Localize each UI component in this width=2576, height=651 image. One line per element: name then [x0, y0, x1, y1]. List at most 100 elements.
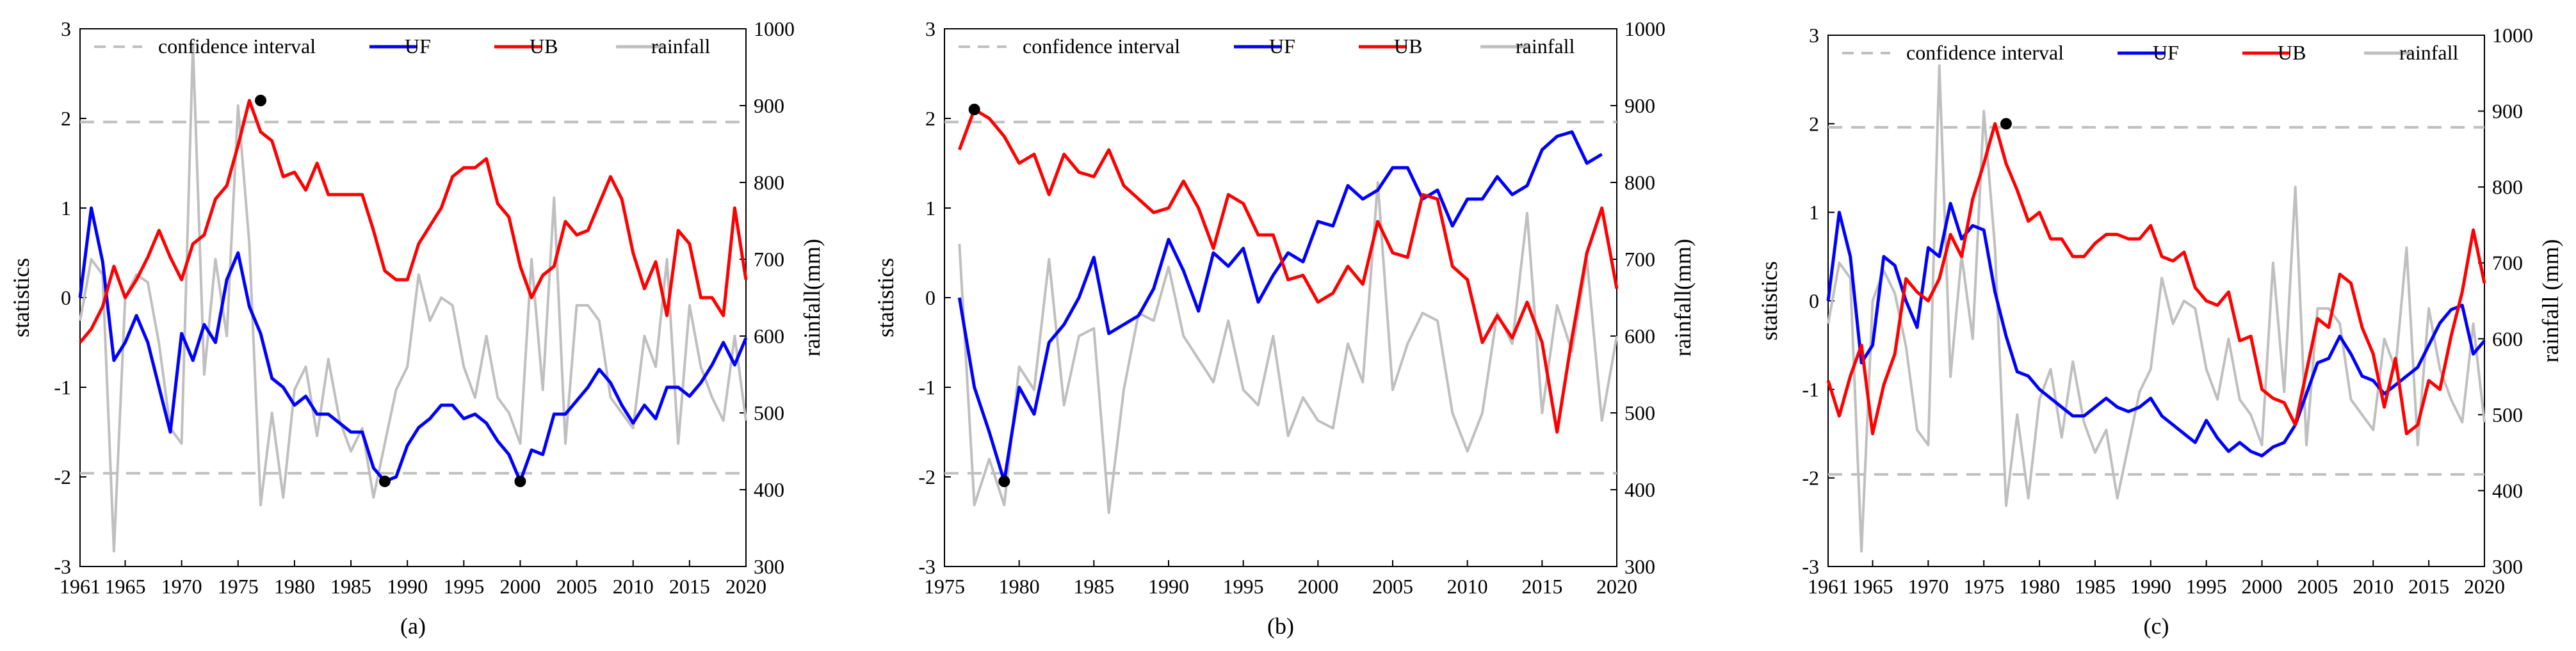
- y2-tick-label: 400: [754, 478, 784, 501]
- y-tick-label: 0: [925, 286, 936, 309]
- x-tick-label: 1990: [2130, 575, 2171, 598]
- y2-tick-label: 1000: [1624, 17, 1665, 40]
- y-tick-label: -2: [1802, 467, 1819, 490]
- x-tick-label: 2010: [1447, 575, 1488, 598]
- y2-tick-label: 400: [1624, 478, 1655, 501]
- chart-c: 1961 1965 1970 1975 1980 1985 1990 1995 2000 2005…: [1756, 24, 2563, 639]
- y-tick-label: 3: [925, 17, 936, 40]
- y2-tick-label: 500: [754, 401, 784, 424]
- y2-tick-label: 500: [2492, 403, 2523, 426]
- legend-label-ub: UB: [1394, 35, 1422, 58]
- x-tick-label: 2020: [725, 575, 766, 598]
- x-tick-label: 2015: [2408, 575, 2449, 598]
- x-tick-label: 1990: [387, 575, 428, 598]
- panel-label: (b): [1267, 613, 1294, 639]
- x-tick-label: 2005: [1372, 575, 1413, 598]
- y-tick-label: 2: [925, 107, 936, 130]
- panel-label: (a): [400, 613, 426, 639]
- y-tick-label: 1: [1809, 201, 1819, 224]
- series-line-ub: [1826, 122, 2486, 435]
- x-tick-label: 1975: [1963, 575, 2004, 598]
- panel-label: (c): [2144, 613, 2169, 639]
- legend-label-rainfall: rainfall: [2399, 41, 2459, 64]
- y2-tick-label: 600: [2492, 327, 2523, 350]
- change-point-marker: [378, 476, 391, 487]
- y-tick-label: -2: [54, 465, 71, 488]
- y-tick-label: 1: [61, 197, 71, 220]
- x-tick-label: 1975: [924, 575, 965, 598]
- x-tick-label: 1970: [161, 575, 202, 598]
- x-tick-label: 1970: [1908, 575, 1948, 598]
- y-tick-label: 1: [925, 197, 936, 220]
- y2-axis-title: rainfall (mm): [2538, 239, 2563, 363]
- legend-label-rainfall: rainfall: [651, 35, 711, 58]
- change-point-marker: [2000, 118, 2012, 130]
- x-tick-label: 1985: [2075, 575, 2116, 598]
- y2-tick-label: 300: [2492, 555, 2523, 578]
- y2-tick-label: 900: [754, 94, 784, 117]
- change-point-marker: [514, 476, 526, 487]
- legend-label-uf: UF: [405, 35, 431, 58]
- y2-axis-title: rainfall(mm): [1670, 239, 1696, 357]
- y2-tick-label: 1000: [754, 17, 795, 40]
- x-tick-label: 2010: [2353, 575, 2394, 598]
- chart-panel-a: 1961 1965 1970 1975 1980 1985 1990 1995 2000 2005…: [0, 0, 852, 651]
- y-axis-title: statistics: [873, 258, 898, 337]
- x-tick-label: 1961: [1808, 575, 1849, 598]
- x-tick-label: 1995: [2186, 575, 2227, 598]
- y2-tick-label: 400: [2492, 479, 2523, 502]
- x-tick-label: 1965: [1852, 575, 1893, 598]
- y2-tick-label: 600: [754, 325, 784, 348]
- y-tick-label: -3: [918, 555, 936, 578]
- legend-label-uf: UF: [1269, 35, 1295, 58]
- x-tick-label: 1990: [1148, 575, 1189, 598]
- legend-label-ci: confidence interval: [1023, 35, 1180, 58]
- chart-panel-b: 1975 1980 1985 1990 1995 2000 2005 2010 2015 2020…: [858, 0, 1716, 651]
- y2-tick-label: 800: [1624, 171, 1655, 194]
- x-tick-label: 2020: [1596, 575, 1637, 598]
- y2-tick-label: 300: [1624, 555, 1655, 578]
- x-tick-label: 1985: [330, 575, 371, 598]
- legend-label-ub: UB: [2278, 41, 2306, 64]
- y-tick-label: 3: [1809, 24, 1819, 47]
- y2-tick-label: 300: [754, 555, 784, 578]
- chart-panel-c: 1961 1965 1970 1975 1980 1985 1990 1995 2000 2005…: [1729, 0, 2576, 651]
- y-tick-label: 2: [61, 107, 71, 130]
- legend-label-uf: UF: [2153, 41, 2179, 64]
- legend-label-rainfall: rainfall: [1516, 35, 1575, 58]
- legend-label-ub: UB: [530, 35, 558, 58]
- y2-tick-label: 900: [2492, 100, 2523, 123]
- chart-b: 1975 1980 1985 1990 1995 2000 2005 2010 2015 2020…: [873, 17, 1696, 639]
- y-tick-label: -3: [1802, 555, 1819, 578]
- y2-tick-label: 500: [1624, 401, 1655, 424]
- series-line-rainfall: [1827, 64, 2486, 553]
- x-tick-label: 1975: [218, 575, 259, 598]
- y2-tick-label: 800: [754, 171, 784, 194]
- series-line-rainfall: [958, 181, 1618, 514]
- y-tick-label: -3: [54, 555, 71, 578]
- series-line-uf: [78, 206, 748, 483]
- x-tick-label: 1980: [2019, 575, 2060, 598]
- y-tick-label: 0: [61, 286, 71, 309]
- x-tick-label: 1961: [60, 575, 101, 598]
- y-tick-label: 3: [61, 17, 71, 40]
- x-tick-label: 2010: [613, 575, 654, 598]
- y2-axis-title: rainfall(mm): [799, 239, 825, 357]
- y-tick-label: 0: [1809, 289, 1819, 312]
- x-tick-label: 2015: [1521, 575, 1562, 598]
- x-tick-label: 2020: [2464, 575, 2505, 598]
- x-tick-label: 2000: [2242, 575, 2283, 598]
- x-tick-label: 2000: [1297, 575, 1338, 598]
- y-tick-label: -2: [918, 465, 936, 488]
- change-point-marker: [255, 95, 267, 106]
- y2-tick-label: 700: [754, 248, 784, 271]
- y2-tick-label: 800: [2492, 175, 2523, 198]
- x-tick-label: 2005: [556, 575, 597, 598]
- y2-tick-label: 600: [1624, 325, 1655, 348]
- y-tick-label: -1: [1802, 378, 1819, 401]
- plot-frame: [79, 28, 747, 567]
- y2-tick-label: 1000: [2492, 24, 2533, 47]
- x-tick-label: 1995: [1223, 575, 1264, 598]
- y2-tick-label: 700: [1624, 248, 1655, 271]
- x-tick-label: 1985: [1073, 575, 1114, 598]
